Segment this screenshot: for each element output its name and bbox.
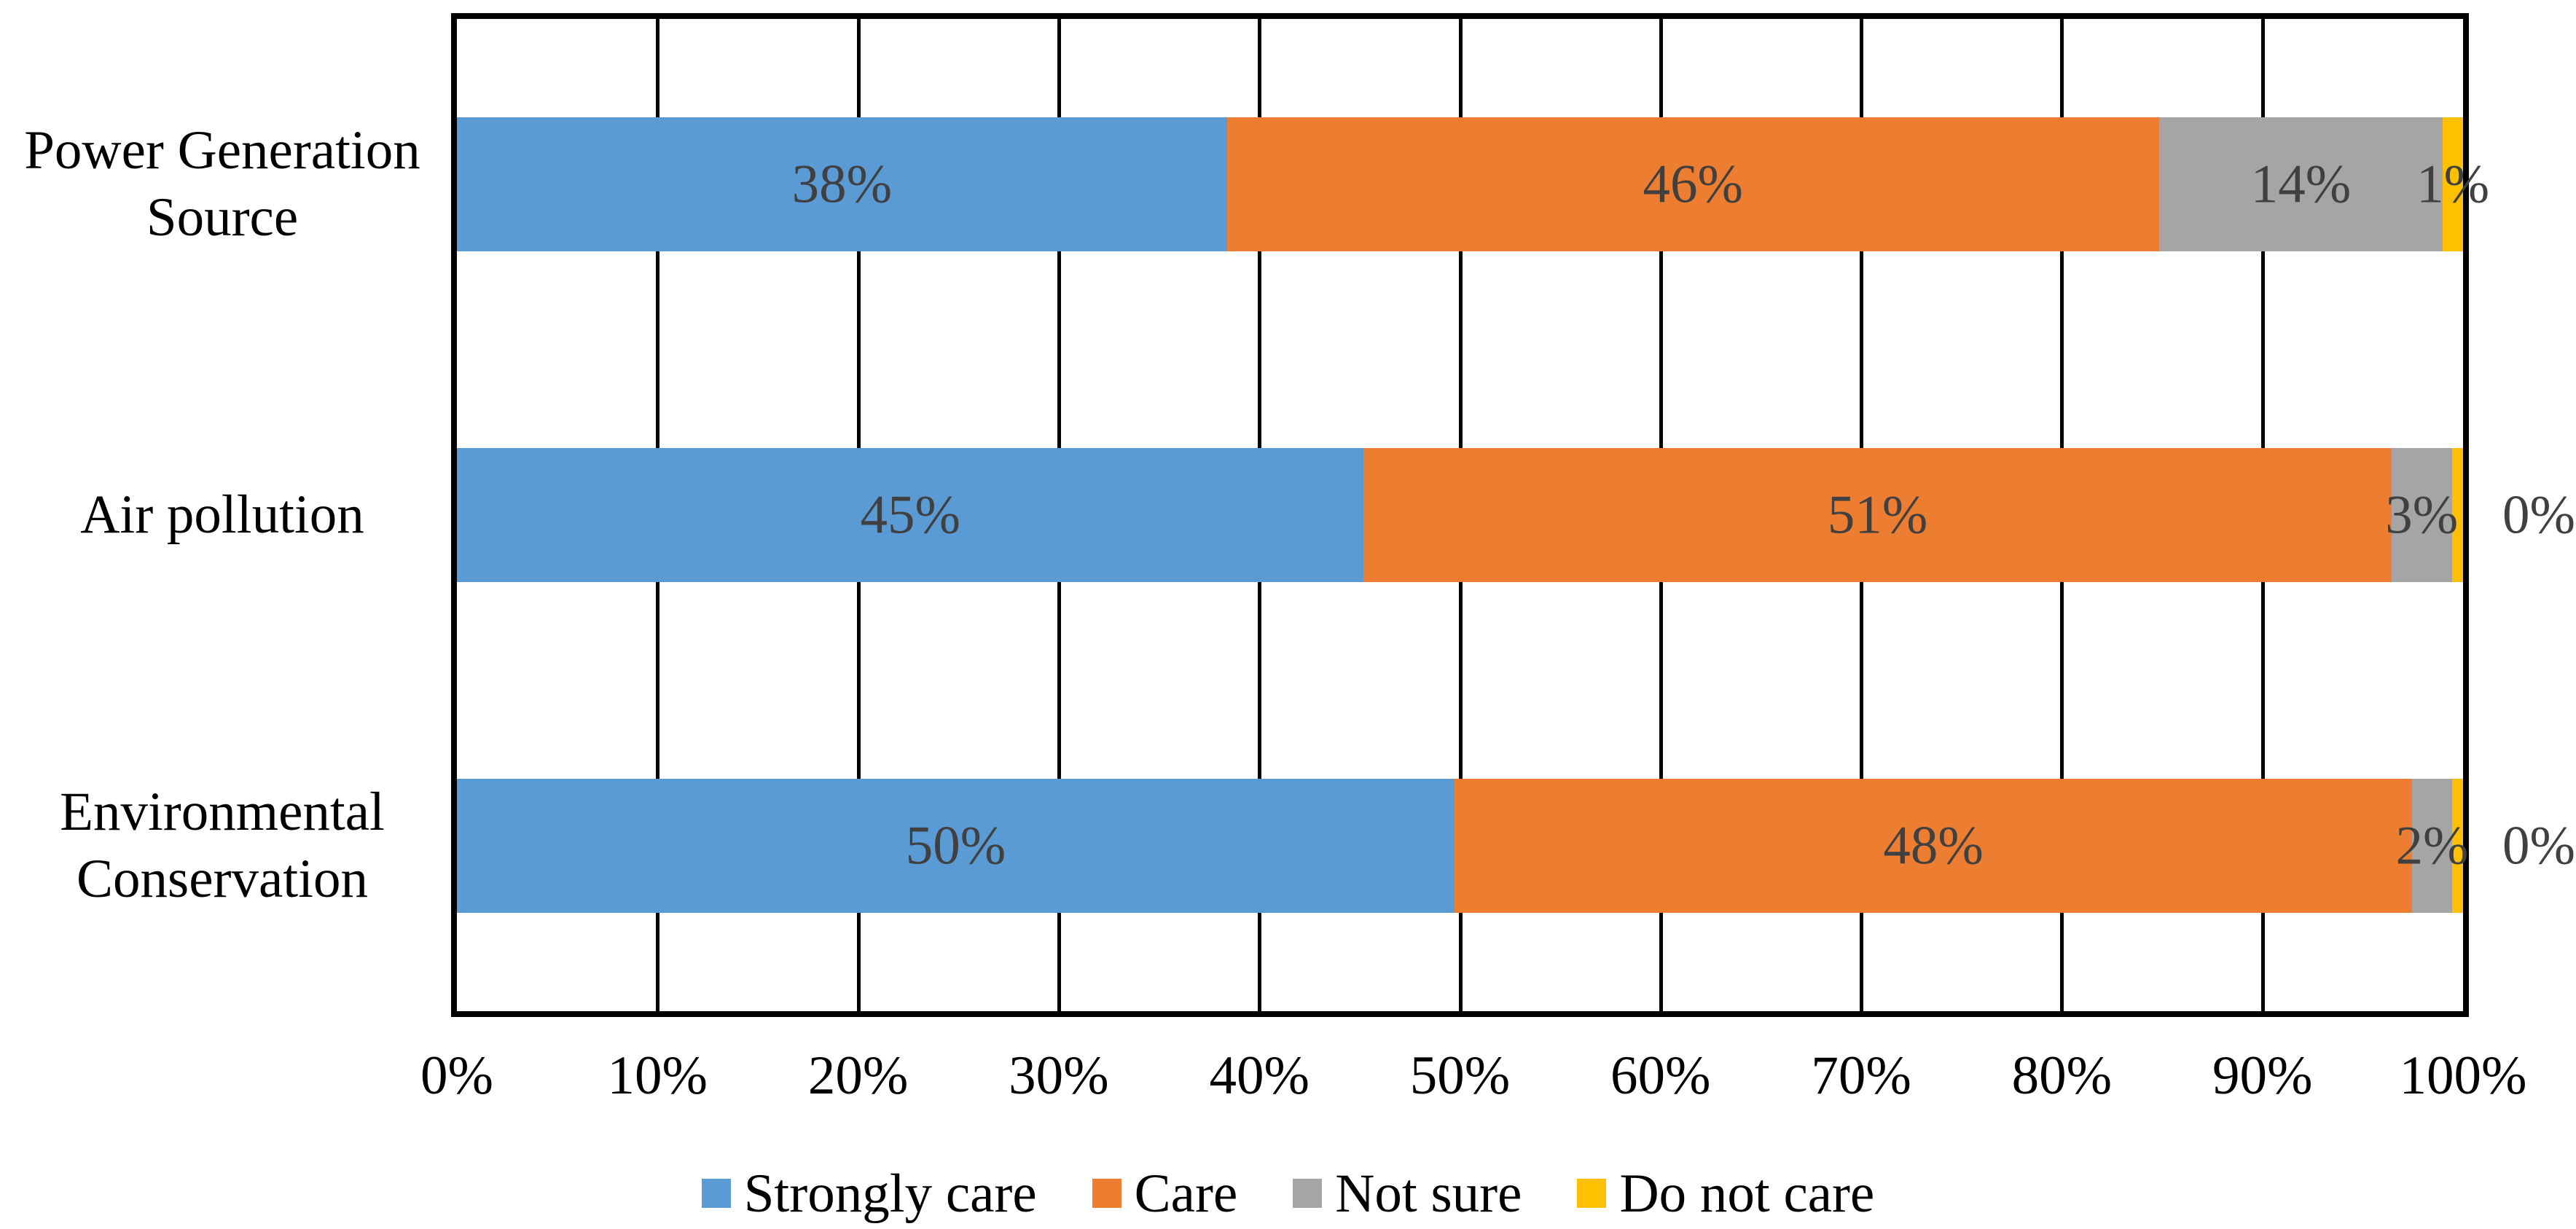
category-label-environmental-conservation: Environmental Conservation xyxy=(60,782,385,909)
legend-label-do-not-care: Do not care xyxy=(1619,1163,1875,1224)
segment-not-sure: 14% xyxy=(2158,117,2443,251)
bar-power-generation-source: 38% 46% 14% 1% xyxy=(457,117,2489,251)
x-tick-label-40-: 40% xyxy=(1209,1045,1309,1106)
legend-item-not-sure: Not sure xyxy=(1293,1166,1522,1221)
category-label-power-generation-source: Power Generation Source xyxy=(24,120,420,248)
x-tick-label-0-: 0% xyxy=(420,1045,493,1106)
data-label: 51% xyxy=(1827,484,1928,546)
data-label: 50% xyxy=(905,815,1006,876)
x-tick-label-100-: 100% xyxy=(2399,1045,2527,1106)
bar-row-power-generation-source: 38% 46% 14% 1% xyxy=(457,19,2489,350)
legend-label-not-sure: Not sure xyxy=(1335,1163,1522,1224)
segment-do-not-care xyxy=(2451,779,2463,913)
bar-environmental-conservation: 50% 48% 2% 0% xyxy=(457,779,2575,913)
segment-care: 51% xyxy=(1363,448,2392,582)
plot-area: 38% 46% 14% 1% 45% 51% 3% 0% 50% 48% 2% 0% xyxy=(451,13,2575,1017)
legend-item-strongly-care: Strongly care xyxy=(701,1163,1037,1224)
x-tick-label-90-: 90% xyxy=(2212,1045,2313,1106)
segment-strongly-care: 50% xyxy=(457,779,1455,913)
data-label: 3% xyxy=(2385,484,2459,546)
legend-item-do-not-care: Do not care xyxy=(1577,1166,1874,1221)
category-label-air-pollution: Air pollution xyxy=(80,484,364,545)
bar-rows: 38% 46% 14% 1% 45% 51% 3% 0% 50% 48% 2% 0% xyxy=(457,19,2575,1011)
x-tick-label-60-: 60% xyxy=(1610,1045,1711,1106)
segment-strongly-care: 38% xyxy=(457,117,1227,251)
legend-swatch-do-not-care xyxy=(1577,1179,1607,1208)
x-tick-label-70-: 70% xyxy=(1811,1045,1911,1106)
x-tick-label-50-: 50% xyxy=(1409,1045,1511,1106)
bar-row-air-pollution: 45% 51% 3% 0% xyxy=(457,350,2575,680)
x-tick-label-10-: 10% xyxy=(607,1045,708,1106)
segment-do-not-care xyxy=(2451,448,2463,582)
legend-label-care: Care xyxy=(1134,1163,1238,1224)
legend-swatch-not-sure xyxy=(1293,1179,1323,1208)
segment-strongly-care: 45% xyxy=(457,448,1364,582)
data-label: 38% xyxy=(791,154,893,215)
legend-item-care: Care xyxy=(1092,1163,1238,1224)
data-label: 2% xyxy=(2395,815,2469,876)
data-label: 45% xyxy=(860,484,960,546)
segment-care: 46% xyxy=(1226,117,2159,251)
segment-do-not-care: 1% xyxy=(2416,117,2489,251)
data-label: 48% xyxy=(1883,815,1984,876)
data-label-outside: 0% xyxy=(2502,484,2575,546)
x-tick-label-80-: 80% xyxy=(2011,1045,2113,1106)
data-label: 46% xyxy=(1643,154,1744,215)
x-tick-label-30-: 30% xyxy=(1009,1045,1109,1106)
segment-care: 48% xyxy=(1454,779,2413,913)
data-label-outside: 0% xyxy=(2502,815,2575,876)
data-label: 14% xyxy=(2250,154,2352,215)
legend-swatch-strongly-care xyxy=(701,1179,731,1208)
bar-row-environmental-conservation: 50% 48% 2% 0% xyxy=(457,680,2575,1011)
segment-not-sure: 2% xyxy=(2396,779,2469,913)
segment-not-sure: 3% xyxy=(2385,448,2458,582)
legend-label-strongly-care: Strongly care xyxy=(743,1163,1037,1224)
legend: Strongly care Care Not sure Do not care xyxy=(0,1161,2576,1226)
bar-air-pollution: 45% 51% 3% 0% xyxy=(457,448,2575,582)
legend-swatch-care xyxy=(1092,1179,1121,1208)
x-tick-label-20-: 20% xyxy=(807,1045,909,1106)
data-label: 1% xyxy=(2416,154,2490,215)
